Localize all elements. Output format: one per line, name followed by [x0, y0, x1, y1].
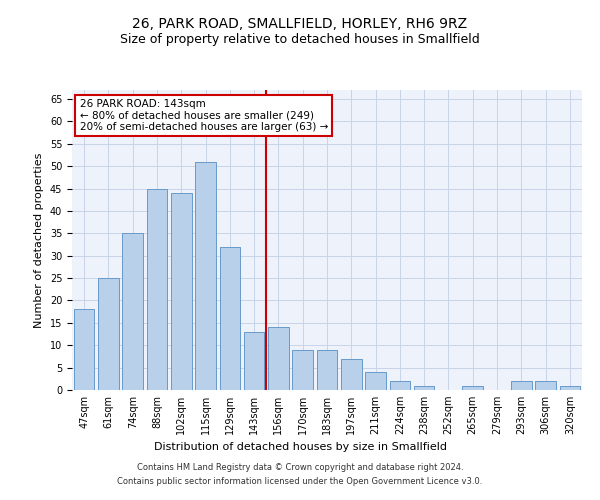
- Bar: [268, 328, 289, 390]
- Bar: [244, 332, 265, 390]
- Bar: [560, 386, 580, 390]
- Text: Size of property relative to detached houses in Smallfield: Size of property relative to detached ho…: [120, 32, 480, 46]
- Text: Contains public sector information licensed under the Open Government Licence v3: Contains public sector information licen…: [118, 477, 482, 486]
- Bar: [292, 350, 313, 390]
- Text: 26, PARK ROAD, SMALLFIELD, HORLEY, RH6 9RZ: 26, PARK ROAD, SMALLFIELD, HORLEY, RH6 9…: [133, 18, 467, 32]
- Bar: [146, 188, 167, 390]
- Text: 26 PARK ROAD: 143sqm
← 80% of detached houses are smaller (249)
20% of semi-deta: 26 PARK ROAD: 143sqm ← 80% of detached h…: [80, 99, 328, 132]
- Bar: [74, 310, 94, 390]
- Bar: [389, 381, 410, 390]
- Bar: [511, 381, 532, 390]
- Bar: [171, 193, 191, 390]
- Bar: [98, 278, 119, 390]
- Bar: [195, 162, 216, 390]
- Bar: [414, 386, 434, 390]
- Text: Contains HM Land Registry data © Crown copyright and database right 2024.: Contains HM Land Registry data © Crown c…: [137, 464, 463, 472]
- Y-axis label: Number of detached properties: Number of detached properties: [34, 152, 44, 328]
- Bar: [535, 381, 556, 390]
- Bar: [220, 246, 240, 390]
- Bar: [341, 358, 362, 390]
- Bar: [317, 350, 337, 390]
- Text: Distribution of detached houses by size in Smallfield: Distribution of detached houses by size …: [154, 442, 446, 452]
- Bar: [365, 372, 386, 390]
- Bar: [122, 234, 143, 390]
- Bar: [463, 386, 483, 390]
